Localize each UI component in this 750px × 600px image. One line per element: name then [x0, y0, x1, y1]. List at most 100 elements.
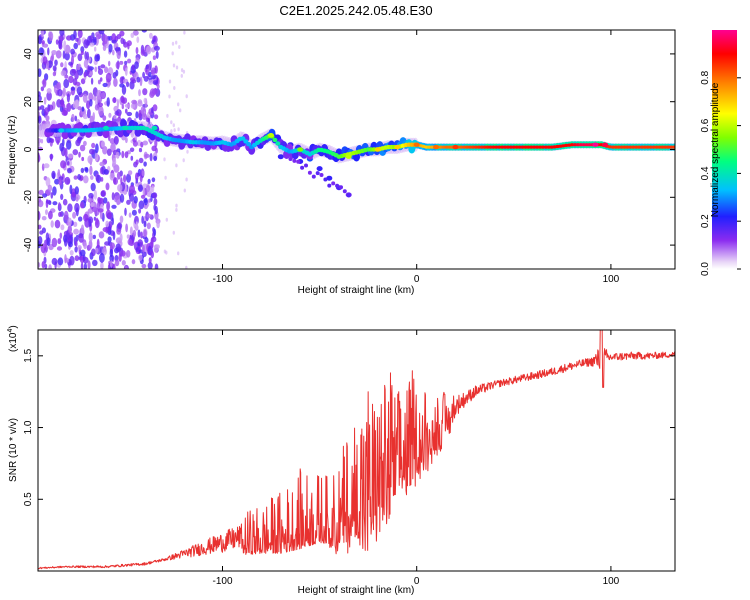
- spectral-noise-blob: [135, 247, 139, 252]
- spectral-noise-blob: [81, 106, 85, 112]
- spectral-noise-blob: [138, 89, 141, 97]
- spectral-noise-blob: [150, 250, 154, 259]
- spectral-noise-blob: [82, 113, 88, 120]
- spectral-noise-blob: [141, 170, 145, 177]
- spectral-noise-blob: [178, 45, 181, 49]
- spectral-noise-blob: [145, 64, 149, 70]
- spectral-noise-blob: [135, 221, 139, 230]
- spectral-noise-blob: [122, 97, 128, 104]
- spectral-noise-blob: [183, 30, 186, 35]
- spectral-noise-blob: [38, 210, 41, 221]
- spectral-noise-blob: [56, 246, 63, 251]
- spectral-noise-blob: [57, 238, 62, 245]
- spectral-noise-blob: [129, 184, 135, 194]
- spectral-noise-blob: [63, 40, 67, 51]
- spectral-noise-blob: [64, 147, 68, 158]
- spectral-noise-blob: [67, 225, 73, 234]
- spectral-noise-blob: [137, 100, 143, 107]
- spectral-noise-blob: [175, 163, 178, 168]
- spectral-noise-blob: [102, 44, 107, 52]
- spectral-noise-blob: [98, 231, 105, 239]
- spectral-noise-blob: [130, 155, 134, 161]
- spectral-noise-blob: [67, 161, 70, 166]
- spectral-noise-blob: [105, 220, 110, 228]
- spectral-noise-blob: [119, 83, 125, 88]
- spectral-noise-blob: [79, 144, 86, 152]
- spectral-noise-blob: [109, 242, 115, 250]
- spectral-noise-blob: [68, 75, 74, 84]
- spectral-branch-blob: [319, 173, 324, 177]
- spectral-noise-blob: [90, 202, 95, 208]
- spectral-noise-blob: [77, 30, 83, 39]
- spectral-noise-blob: [38, 115, 42, 124]
- spectral-noise-blob: [108, 43, 113, 53]
- spectral-noise-blob: [69, 184, 73, 195]
- spectral-noise-blob: [38, 138, 42, 144]
- spectral-noise-blob: [138, 208, 142, 214]
- spectral-noise-blob: [154, 263, 159, 269]
- x-tick-label: 0: [414, 274, 420, 285]
- y-tick-label: 1.0: [23, 420, 34, 434]
- spectral-noise-blob: [144, 237, 149, 244]
- spectral-noise-blob: [152, 192, 158, 199]
- colorbar-label: Normalized spectral amplitude: [710, 82, 721, 217]
- spectral-noise-blob: [115, 61, 120, 69]
- spectral-noise-blob: [112, 72, 117, 79]
- spectral-noise-blob: [125, 223, 128, 233]
- y-tick-label: 0: [23, 146, 34, 152]
- spectral-noise-blob: [42, 78, 47, 88]
- spectral-hotspot: [413, 142, 420, 147]
- snr-y-multiplier: (x104): [7, 325, 19, 352]
- spectral-noise-blob: [171, 41, 175, 46]
- spectral-noise-blob: [164, 175, 167, 180]
- spectral-noise-blob: [116, 98, 120, 109]
- spectral-noise-blob: [38, 94, 42, 102]
- spectral-noise-blob: [110, 260, 113, 268]
- snr-y-axis-label: SNR (10 * v/v): [8, 418, 19, 482]
- spectral-noise-blob: [153, 244, 159, 253]
- spectral-noise-blob: [138, 147, 143, 153]
- spectral-noise-blob: [59, 30, 65, 37]
- spectral-noise-blob: [163, 157, 166, 162]
- spectral-noise-blob: [112, 157, 117, 167]
- spectral-noise-blob: [151, 106, 154, 114]
- spectral-noise-blob: [87, 155, 93, 164]
- spectral-noise-blob: [129, 147, 135, 153]
- spectral-noise-blob: [87, 65, 90, 75]
- spectral-noise-blob: [137, 139, 142, 147]
- spectral-noise-blob: [90, 77, 94, 85]
- spectral-noise-blob: [48, 264, 52, 269]
- spectral-noise-blob: [168, 79, 172, 84]
- spectral-noise-blob: [77, 106, 82, 111]
- spectral-noise-blob: [92, 259, 98, 267]
- x-tick-label: -100: [212, 576, 232, 587]
- spectral-noise-blob: [175, 203, 178, 208]
- spectral-noise-blob: [96, 238, 100, 249]
- colorbar-ticks: 0.0 0.2 0.4 0.6 0.8: [700, 70, 741, 276]
- spectral-noise-blob: [116, 200, 120, 206]
- spectral-hotspot: [268, 133, 274, 138]
- spectral-noise-blob: [172, 63, 176, 68]
- spectral-noise-blob: [72, 211, 77, 219]
- spectral-noise-blob: [38, 189, 44, 196]
- spectral-noise-blob: [123, 50, 128, 58]
- spectral-noise-blob: [50, 138, 55, 144]
- spectral-noise-blob: [120, 177, 123, 185]
- spectral-noise-blob: [113, 177, 118, 185]
- spectral-noise-blob: [58, 211, 62, 217]
- spectral-noise-blob: [103, 197, 108, 204]
- spectral-ridge-core: [275, 141, 281, 146]
- spectral-noise-blob: [140, 49, 146, 56]
- spectral-ridge-core: [671, 145, 675, 149]
- spectral-noise-blob: [88, 239, 93, 250]
- spectral-noise-blob: [39, 230, 44, 235]
- spectral-noise-blob: [93, 216, 97, 221]
- spectral-noise-blob: [142, 186, 145, 197]
- spectral-noise-blob: [143, 220, 147, 228]
- spectral-noise-blob: [42, 43, 49, 48]
- spectral-noise-blob: [52, 71, 57, 77]
- spectral-noise-blob: [143, 75, 149, 82]
- spectral-noise-blob: [95, 143, 99, 154]
- spectral-noise-blob: [117, 222, 123, 230]
- spectral-noise-blob: [168, 94, 171, 99]
